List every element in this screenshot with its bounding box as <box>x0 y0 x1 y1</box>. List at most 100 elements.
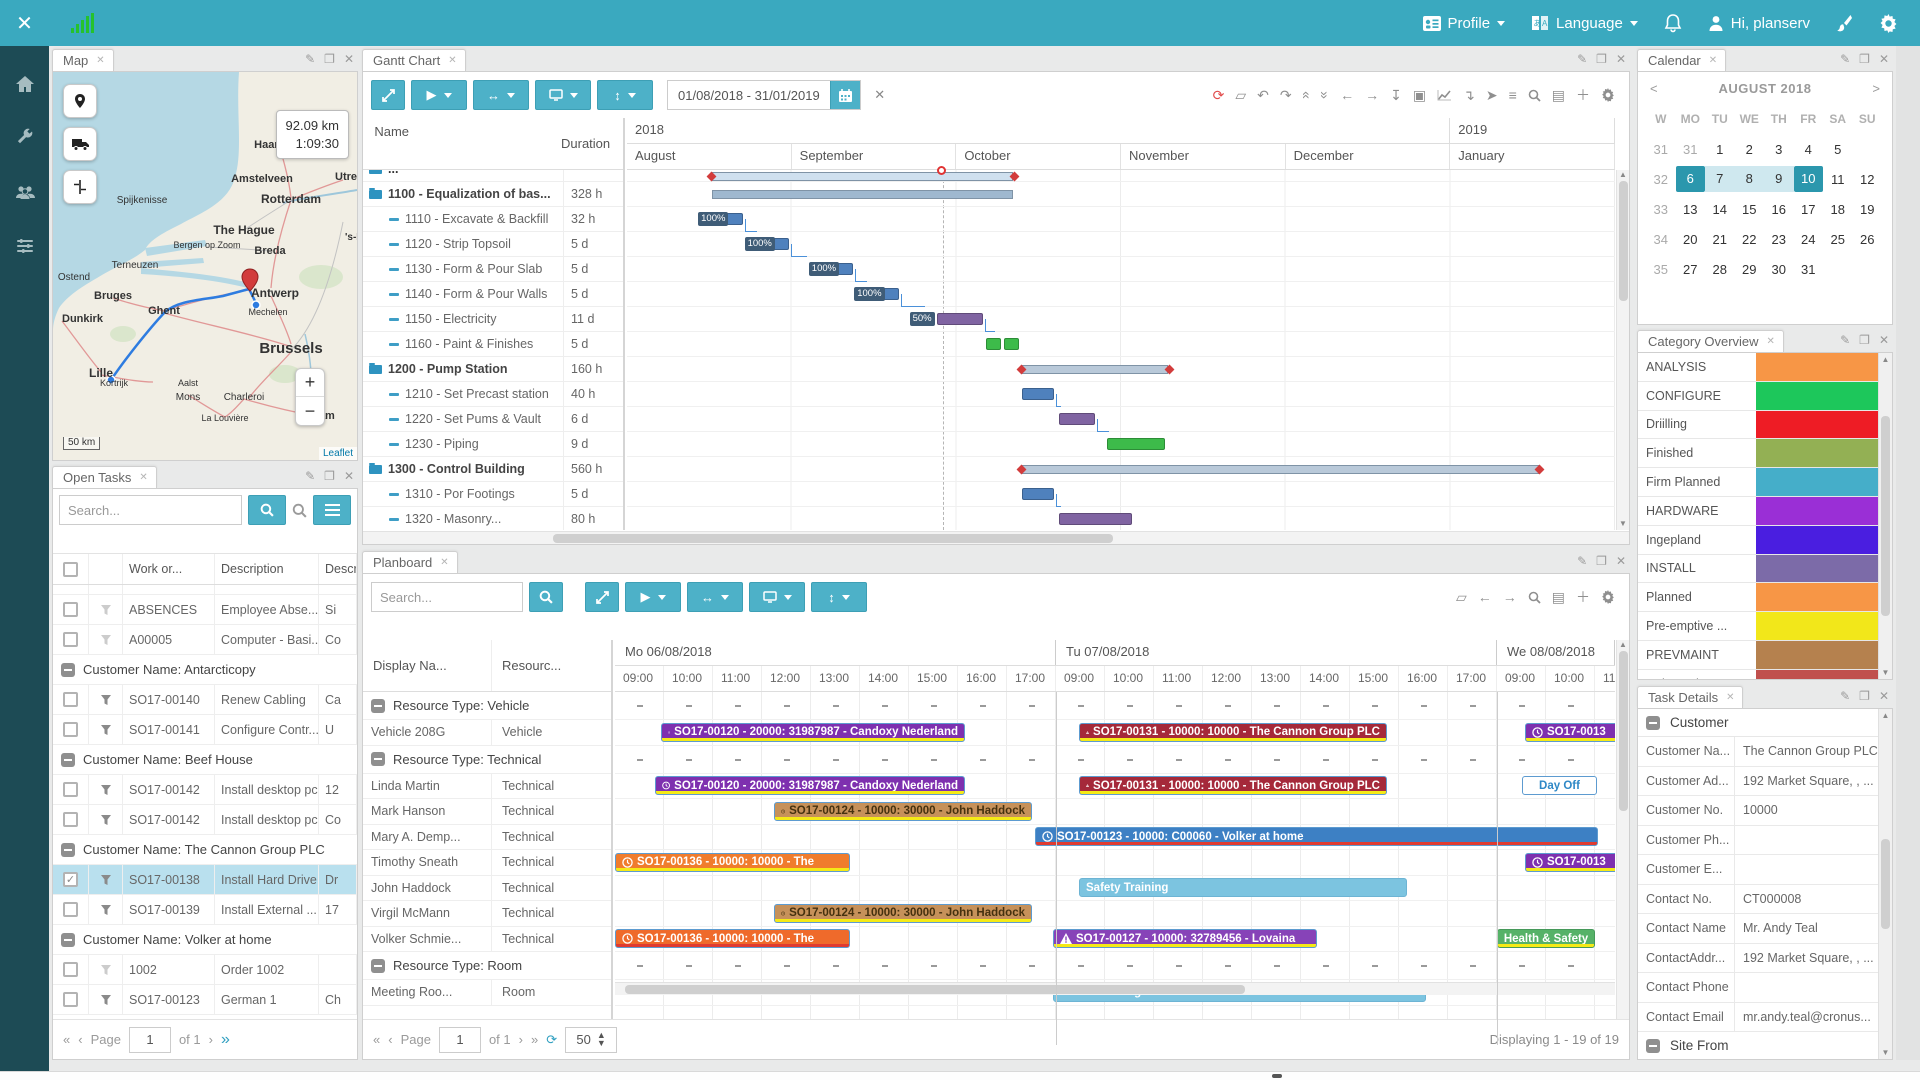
row-checkbox[interactable] <box>63 632 78 647</box>
resource-row[interactable]: Virgil McMann Technical <box>363 901 611 927</box>
training-bar[interactable]: Safety Training <box>1079 878 1407 897</box>
collapse-up-icon[interactable]: « <box>1298 91 1315 99</box>
gear-icon[interactable] <box>1601 590 1615 604</box>
close-icon[interactable]: ✕ <box>1615 52 1626 66</box>
group-row[interactable]: Customer Name: Beef House <box>53 745 357 775</box>
resource-group-row[interactable]: Resource Type: Vehicle <box>363 692 611 720</box>
search-input[interactable]: Search... <box>59 495 242 525</box>
gantt-vertical-scrollbar[interactable]: ▲ ▼ <box>1616 170 1629 530</box>
task-row[interactable]: 1130 - Form & Pour Slab 5 d <box>363 257 623 282</box>
gantt-horizontal-scrollbar[interactable] <box>363 531 1629 544</box>
arrow-right-icon[interactable]: → <box>1502 589 1517 605</box>
schedule-bar[interactable]: SO17-0013 <box>1525 852 1615 872</box>
category-row[interactable]: Pre-emptive ... <box>1638 612 1878 641</box>
schedule-bar[interactable]: SO17-00120 - 20000: 31987987 - Candoxy N… <box>655 776 965 795</box>
task-bar[interactable] <box>937 313 983 325</box>
tab-map[interactable]: Map ✕ <box>52 49 114 71</box>
page-input[interactable]: 1 <box>438 1026 481 1053</box>
task-details-scrollbar[interactable]: ▲ ▼ <box>1878 709 1892 1059</box>
date-range-field[interactable]: 01/08/2018 - 31/01/2019 <box>667 80 861 110</box>
task-row[interactable]: 1210 - Set Precast station 40 h <box>363 382 623 407</box>
schedule-bar[interactable]: SO17-00136 - 10000: 10000 - The <box>615 852 850 872</box>
resource-group-row[interactable]: Resource Type: Technical <box>363 746 611 774</box>
resource-row[interactable]: Meeting Roo... Room <box>363 980 611 1006</box>
bell-icon[interactable] <box>1664 13 1682 33</box>
add-icon[interactable]: ＋ <box>1576 87 1590 103</box>
expand-button[interactable] <box>585 582 619 612</box>
task-bar[interactable] <box>1058 513 1132 525</box>
close-icon[interactable]: ✕ <box>343 469 354 483</box>
schedule-bar[interactable]: SO17-00124 - 10000: 30000 - John Haddock <box>774 903 1032 923</box>
close-icon[interactable]: ✕ <box>1878 333 1889 347</box>
search-button[interactable] <box>248 495 286 525</box>
v-scale-button[interactable]: ↕ <box>597 80 653 110</box>
timeline-row[interactable]: SO17-00136 - 10000: 10000 - The SO17-001… <box>615 850 1615 876</box>
group-row[interactable]: Customer Name: The Cannon Group PLC <box>53 835 357 865</box>
row-checkbox[interactable] <box>63 962 78 977</box>
row-checkbox[interactable] <box>63 782 78 797</box>
sliders-icon[interactable] <box>15 236 35 256</box>
select-all-checkbox[interactable] <box>63 561 78 577</box>
selected-day[interactable]: 6 <box>1675 166 1705 192</box>
add-icon[interactable]: ＋ <box>1576 589 1590 605</box>
task-row[interactable]: 1320 - Masonry... 80 h <box>363 507 623 530</box>
map-canvas[interactable]: Haarle Amstelveen Utrech The Hague Rotte… <box>53 72 357 460</box>
schedule-bar[interactable]: SO17-00131 - 10000: 10000 - The Cannon G… <box>1079 776 1387 795</box>
close-icon[interactable]: ✕ <box>139 472 148 483</box>
window-icon[interactable]: ❐ <box>1859 52 1870 66</box>
table-row[interactable]: A00005 Computer - Basi... Co <box>53 625 357 655</box>
planboard-vertical-scrollbar[interactable]: ▲▼ <box>1616 640 1629 1045</box>
column-description[interactable]: Description <box>215 554 319 584</box>
resource-row[interactable]: Linda Martin Technical <box>363 773 611 799</box>
row-checkbox[interactable] <box>63 722 78 737</box>
prev-page-icon[interactable]: ‹ <box>78 1032 83 1047</box>
search-input[interactable]: Search... <box>371 582 523 612</box>
table-row[interactable]: ABSENCES Employee Abse... Si <box>53 595 357 625</box>
send-icon[interactable]: ➤ <box>1485 87 1498 103</box>
list-icon[interactable]: ≡ <box>1508 87 1517 103</box>
category-row[interactable]: Planned <box>1638 583 1878 613</box>
column-resource-type[interactable]: Resourc... <box>491 640 561 691</box>
resource-row[interactable]: Volker Schmie... Technical <box>363 926 611 952</box>
undo-icon[interactable]: ↶ <box>1257 87 1269 103</box>
task-bar[interactable] <box>1107 438 1166 450</box>
first-page-icon[interactable]: « <box>373 1032 381 1047</box>
group-row[interactable]: Customer Name: Volker at home <box>53 925 357 955</box>
close-icon[interactable]: ✕ <box>1726 692 1735 703</box>
edit-icon[interactable]: ✎ <box>1577 52 1588 66</box>
close-icon[interactable]: ✕ <box>448 55 457 66</box>
tab-gantt-chart[interactable]: Gantt Chart ✕ <box>362 49 466 71</box>
zoom-out-button[interactable]: − <box>304 400 316 421</box>
task-bar[interactable] <box>1004 338 1020 350</box>
first-page-icon[interactable]: « <box>63 1032 71 1047</box>
edit-icon[interactable]: ✎ <box>1840 689 1851 703</box>
table-row[interactable]: SO17-00141 Configure Contr... U <box>53 715 357 745</box>
schedule-bar[interactable]: SO17-00120 - 20000: 31987987 - Candoxy N… <box>661 722 965 742</box>
task-row[interactable]: 1120 - Strip Topsoil 5 d <box>363 232 623 257</box>
locate-button[interactable] <box>63 84 97 118</box>
prev-month-button[interactable]: < <box>1650 80 1658 96</box>
wrench-icon[interactable] <box>15 128 35 148</box>
schedule-bar[interactable]: SO17-00127 - 10000: 32789456 - Lovaina <box>1053 929 1317 948</box>
window-icon[interactable]: ❐ <box>1859 689 1870 703</box>
row-checkbox[interactable] <box>63 602 78 617</box>
refresh-icon[interactable]: ⟳ <box>1212 87 1225 103</box>
edit-icon[interactable]: ✎ <box>1840 333 1851 347</box>
page-input[interactable]: 1 <box>128 1026 171 1053</box>
task-row[interactable]: 1100 - Equalization of bas... 328 h <box>363 182 623 207</box>
close-icon[interactable]: ✕ <box>1878 689 1889 703</box>
category-scrollbar[interactable]: ▲ ▼ <box>1878 353 1892 679</box>
resource-row[interactable]: John Haddock Technical <box>363 875 611 901</box>
edit-icon[interactable]: ✎ <box>1840 52 1851 66</box>
timeline-row[interactable]: SO17-00120 - 20000: 31987987 - Candoxy N… <box>615 774 1615 799</box>
user-greeting[interactable]: Hi, planserv <box>1708 15 1810 32</box>
menu-button[interactable] <box>313 495 351 525</box>
category-row[interactable]: Finished <box>1638 439 1878 469</box>
timeline-row[interactable]: SO17-00136 - 10000: 10000 - The SO17-001… <box>615 927 1615 952</box>
vehicles-button[interactable] <box>63 127 97 161</box>
close-icon[interactable]: ✕ <box>343 52 354 66</box>
v-scale-button[interactable]: ↕ <box>811 582 867 612</box>
timeline-row[interactable]: SO17-00124 - 10000: 30000 - John Haddock <box>615 901 1615 927</box>
day-off-bar[interactable]: Day Off <box>1522 776 1597 795</box>
